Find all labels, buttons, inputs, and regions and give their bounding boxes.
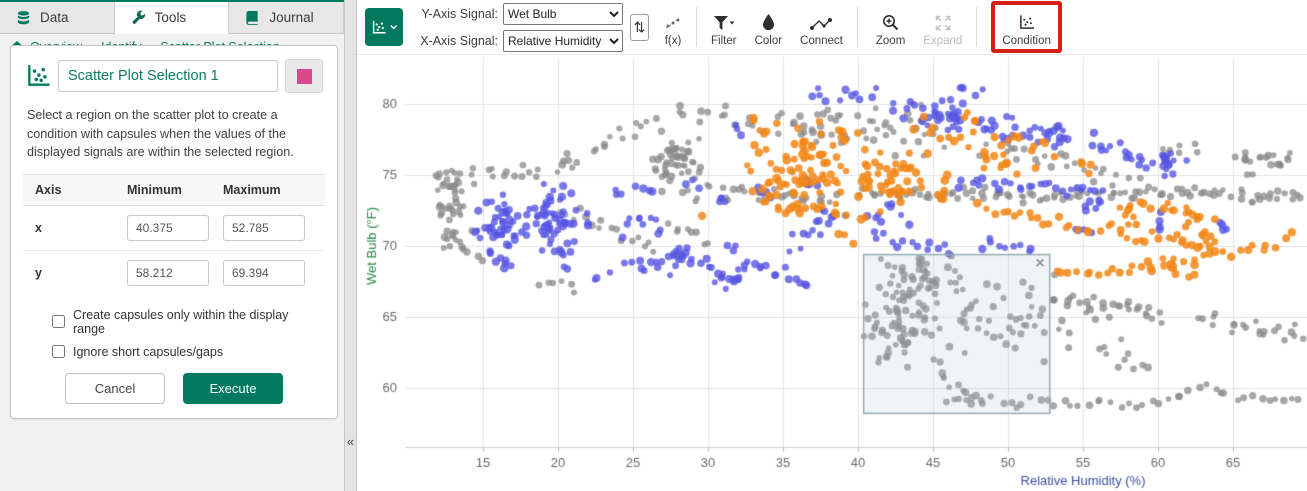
condition-highlight-box: Condition xyxy=(991,1,1062,53)
scatter-plot-canvas[interactable] xyxy=(360,55,1307,491)
zoom-label: Zoom xyxy=(875,35,906,47)
x-axis-signal-select[interactable]: Relative Humidity xyxy=(503,29,623,52)
selection-close-icon[interactable]: × xyxy=(1035,255,1045,272)
connect-icon xyxy=(809,13,833,31)
x-axis-signal-row: X-Axis Signal: Relative Humidity xyxy=(417,29,623,52)
tool-header xyxy=(25,59,323,93)
display-range-label: Create capsules only within the display … xyxy=(73,307,289,336)
condition-scatter-icon xyxy=(1018,13,1035,31)
y-axis-signal-row: Y-Axis Signal: Wet Bulb xyxy=(417,2,623,25)
chart-type-dropdown-button[interactable] xyxy=(365,8,403,46)
droplet-icon xyxy=(762,13,775,31)
wrench-icon xyxy=(132,10,145,24)
color-label: Color xyxy=(754,35,783,47)
axis-signal-controls: Y-Axis Signal: Wet Bulb X-Axis Signal: R… xyxy=(417,2,623,52)
expand-icon xyxy=(935,13,951,31)
zoom-button[interactable]: Zoom xyxy=(867,4,914,50)
sidebar-tabbar: Data Tools Journal xyxy=(0,2,345,34)
y-axis-signal-label: Y-Axis Signal: xyxy=(421,6,498,21)
collapse-panel-icon[interactable]: « xyxy=(346,434,355,449)
table-row-y: y xyxy=(23,251,325,295)
x-axis-row-label: x xyxy=(35,220,42,235)
scatter-plot-selection-panel: Select a region on the scatter plot to c… xyxy=(10,45,338,419)
tab-journal-label: Journal xyxy=(269,10,314,25)
tab-data-label: Data xyxy=(40,10,69,25)
filter-label: Filter xyxy=(711,35,737,47)
axis-range-table: Axis Minimum Maximum x y xyxy=(23,173,325,295)
options-block: Create capsules only within the display … xyxy=(25,308,323,359)
toolbar-separator xyxy=(696,7,697,47)
condition-button[interactable]: Condition xyxy=(998,4,1055,50)
cancel-button[interactable]: Cancel xyxy=(65,372,165,404)
filter-button[interactable]: Filter xyxy=(702,4,746,50)
fx-trend-icon xyxy=(664,13,682,31)
fx-button[interactable]: f(x) xyxy=(655,4,691,50)
tab-tools[interactable]: Tools xyxy=(114,2,230,34)
scatter-chart-icon xyxy=(372,20,386,33)
axis-col-header: Axis xyxy=(35,182,62,197)
toolbar-separator xyxy=(976,7,978,47)
x-minimum-input[interactable] xyxy=(127,214,209,241)
y-maximum-input[interactable] xyxy=(223,259,305,286)
zoom-in-icon xyxy=(882,13,899,31)
color-picker-button[interactable] xyxy=(285,59,323,93)
y-axis-row-label: y xyxy=(35,265,42,280)
tab-journal[interactable]: Journal xyxy=(229,2,345,33)
tool-name-input[interactable] xyxy=(58,60,278,92)
x-axis-signal-label: X-Axis Signal: xyxy=(420,33,498,48)
sidebar: Data Tools Journal Overview » Identify »… xyxy=(0,0,345,491)
color-button[interactable]: Color xyxy=(746,4,791,50)
y-minimum-input[interactable] xyxy=(127,259,209,286)
ignore-short-capsules-option: Ignore short capsules/gaps xyxy=(52,345,323,359)
database-icon xyxy=(17,10,30,24)
maximum-col-header: Maximum xyxy=(223,182,281,197)
swap-axes-button[interactable]: ⇅ xyxy=(630,13,649,41)
swap-axes-icon: ⇅ xyxy=(633,19,646,35)
expand-button: Expand xyxy=(914,4,971,50)
tab-data[interactable]: Data xyxy=(0,2,115,33)
ignore-short-capsules-label: Ignore short capsules/gaps xyxy=(73,344,224,359)
tab-tools-label: Tools xyxy=(154,10,187,25)
filter-icon xyxy=(713,13,735,31)
chevron-down-icon xyxy=(389,25,397,30)
x-maximum-input[interactable] xyxy=(223,214,305,241)
book-icon xyxy=(246,10,258,25)
tool-color-swatch-inner xyxy=(296,68,312,84)
ignore-short-capsules-checkbox[interactable] xyxy=(52,345,65,359)
connect-button[interactable]: Connect xyxy=(791,4,852,50)
chart-toolbar: Y-Axis Signal: Wet Bulb X-Axis Signal: R… xyxy=(357,0,1307,55)
minimum-col-header: Minimum xyxy=(127,182,182,197)
scatter-plot-icon xyxy=(28,65,50,86)
table-row-x: x xyxy=(23,206,325,251)
fx-label: f(x) xyxy=(664,35,682,47)
y-axis-signal-select[interactable]: Wet Bulb xyxy=(503,2,623,25)
tool-description: Select a region on the scatter plot to c… xyxy=(27,108,294,160)
execute-button[interactable]: Execute xyxy=(183,372,283,404)
action-buttons: Cancel Execute xyxy=(25,372,323,404)
condition-label: Condition xyxy=(1002,35,1051,47)
axis-table-header: Axis Minimum Maximum xyxy=(23,173,325,206)
display-range-option: Create capsules only within the display … xyxy=(52,308,323,336)
display-range-checkbox[interactable] xyxy=(52,315,65,329)
connect-label: Connect xyxy=(800,35,843,47)
panel-divider[interactable]: « xyxy=(344,0,357,491)
toolbar-separator xyxy=(856,7,858,47)
expand-label: Expand xyxy=(923,35,963,47)
